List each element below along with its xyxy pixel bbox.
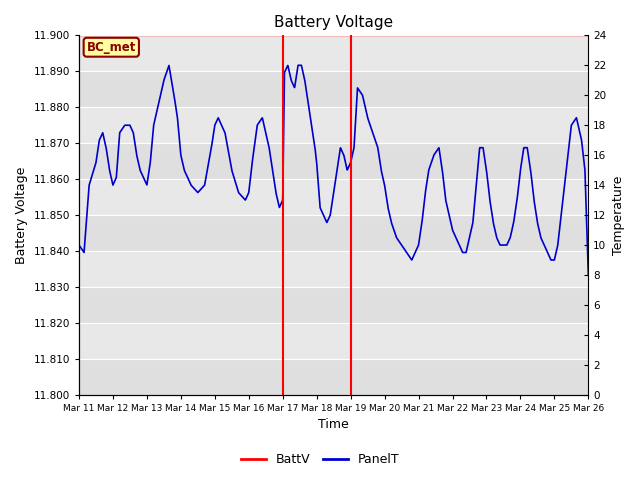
Bar: [79, 287, 588, 323]
Bar: [79, 215, 588, 251]
Bar: [79, 359, 588, 395]
Bar: [79, 72, 588, 107]
Y-axis label: Temperature: Temperature: [612, 175, 625, 255]
Y-axis label: Battery Voltage: Battery Voltage: [15, 167, 28, 264]
Title: Battery Voltage: Battery Voltage: [274, 15, 393, 30]
Bar: [79, 143, 588, 179]
Legend: BattV, PanelT: BattV, PanelT: [236, 448, 404, 471]
Text: BC_met: BC_met: [86, 41, 136, 54]
X-axis label: Time: Time: [318, 419, 349, 432]
